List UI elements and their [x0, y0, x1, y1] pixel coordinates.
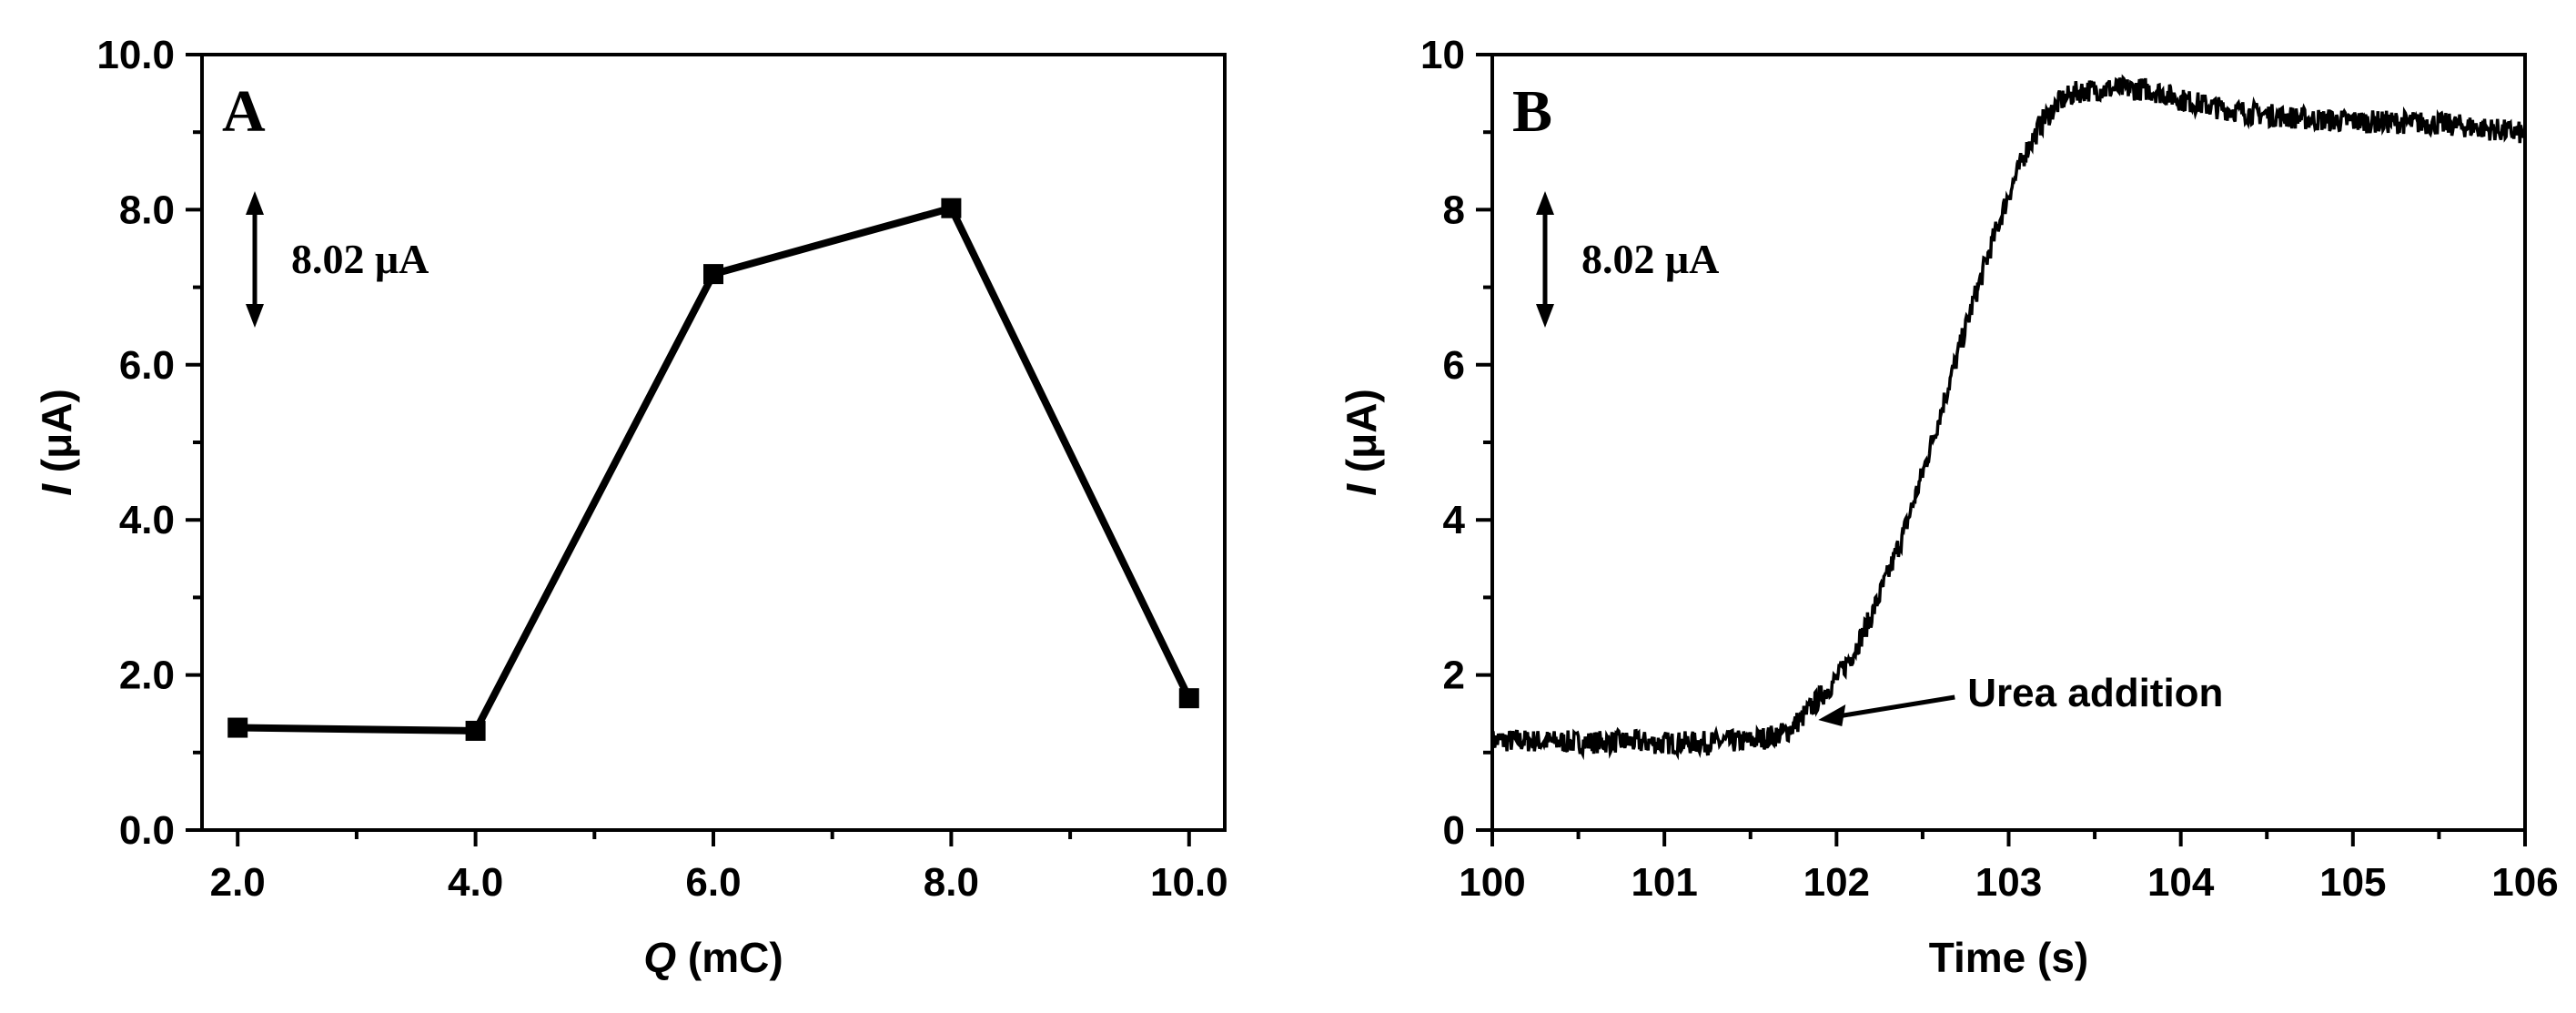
plot-frame	[200, 53, 1227, 832]
series-line	[237, 204, 1193, 734]
y-axis-unit: (μA)	[33, 389, 80, 484]
y-tick-label: 10.0	[96, 33, 175, 77]
x-tick-label: 104	[2147, 860, 2215, 905]
x-axis-variable: Q	[643, 934, 676, 981]
x-tick-label: 106	[2491, 860, 2558, 905]
data-point-marker	[227, 717, 248, 738]
annotation-arrow-head	[1818, 704, 1846, 726]
series-trace	[1490, 74, 2527, 761]
y-tick-label: 10	[1420, 33, 1465, 77]
panel-label: A	[222, 78, 266, 145]
scale-bar-arrow-head-down	[1536, 304, 1554, 328]
y-tick-label: 2.0	[119, 653, 175, 698]
x-tick-label: 10.0	[1150, 860, 1228, 905]
y-axis-variable: I	[33, 483, 80, 496]
y-tick-label: 8	[1443, 187, 1465, 232]
x-tick-label: 102	[1803, 860, 1870, 905]
y-tick-label: 4	[1443, 498, 1466, 542]
y-axis-variable: I	[1338, 483, 1385, 496]
x-axis-title: Time (s)	[1929, 934, 2089, 981]
chart-panel-a: 2.0 4.0 6.0 8.0 10.0 0.0 2.0 4.0 6.0 8.0 10.0 Q (mC…	[33, 33, 1228, 981]
y-tick-label: 8.0	[119, 187, 175, 232]
annotation-label: Urea addition	[1967, 671, 2223, 715]
x-tick-label: 8.0	[924, 860, 979, 905]
x-tick-label: 2.0	[210, 860, 266, 905]
y-tick-label: 0	[1443, 808, 1465, 853]
scale-bar-label: 8.02 μA	[1581, 236, 1719, 282]
y-axis-title: I (μA)	[33, 389, 80, 496]
data-point-marker	[465, 720, 486, 741]
y-tick-label: 2	[1443, 653, 1465, 698]
chart-panel-b: 100 101 102 103 104 105 106 0 2 4 6 8 10 Time (s) I (μ…	[1338, 33, 2559, 981]
data-point-marker	[703, 264, 723, 285]
scale-bar-arrow-head-up	[246, 191, 264, 215]
x-tick-label: 6.0	[685, 860, 741, 905]
x-tick-label: 100	[1459, 860, 1525, 905]
y-axis-title: I (μA)	[1338, 389, 1385, 496]
y-tick-label: 0.0	[119, 808, 175, 853]
y-axis-unit: (μA)	[1338, 389, 1385, 484]
y-tick-label: 4.0	[119, 498, 175, 542]
scale-bar-label: 8.02 μA	[291, 236, 429, 282]
x-tick-label: 101	[1631, 860, 1697, 905]
data-point-marker	[941, 198, 962, 218]
panel-label: B	[1512, 78, 1552, 145]
scale-bar-arrow-head-down	[246, 304, 264, 328]
x-axis-title: Q (mC)	[643, 934, 783, 981]
data-point-marker	[1178, 688, 1199, 709]
x-tick-label: 105	[2319, 860, 2386, 905]
x-axis-unit: (mC)	[676, 934, 783, 981]
scale-bar-arrow-head-up	[1536, 191, 1554, 215]
x-tick-label: 103	[1975, 860, 2042, 905]
x-tick-label: 4.0	[448, 860, 503, 905]
y-tick-label: 6	[1443, 343, 1465, 388]
y-tick-label: 6.0	[119, 343, 175, 388]
annotation-arrow-line	[1837, 694, 1955, 719]
